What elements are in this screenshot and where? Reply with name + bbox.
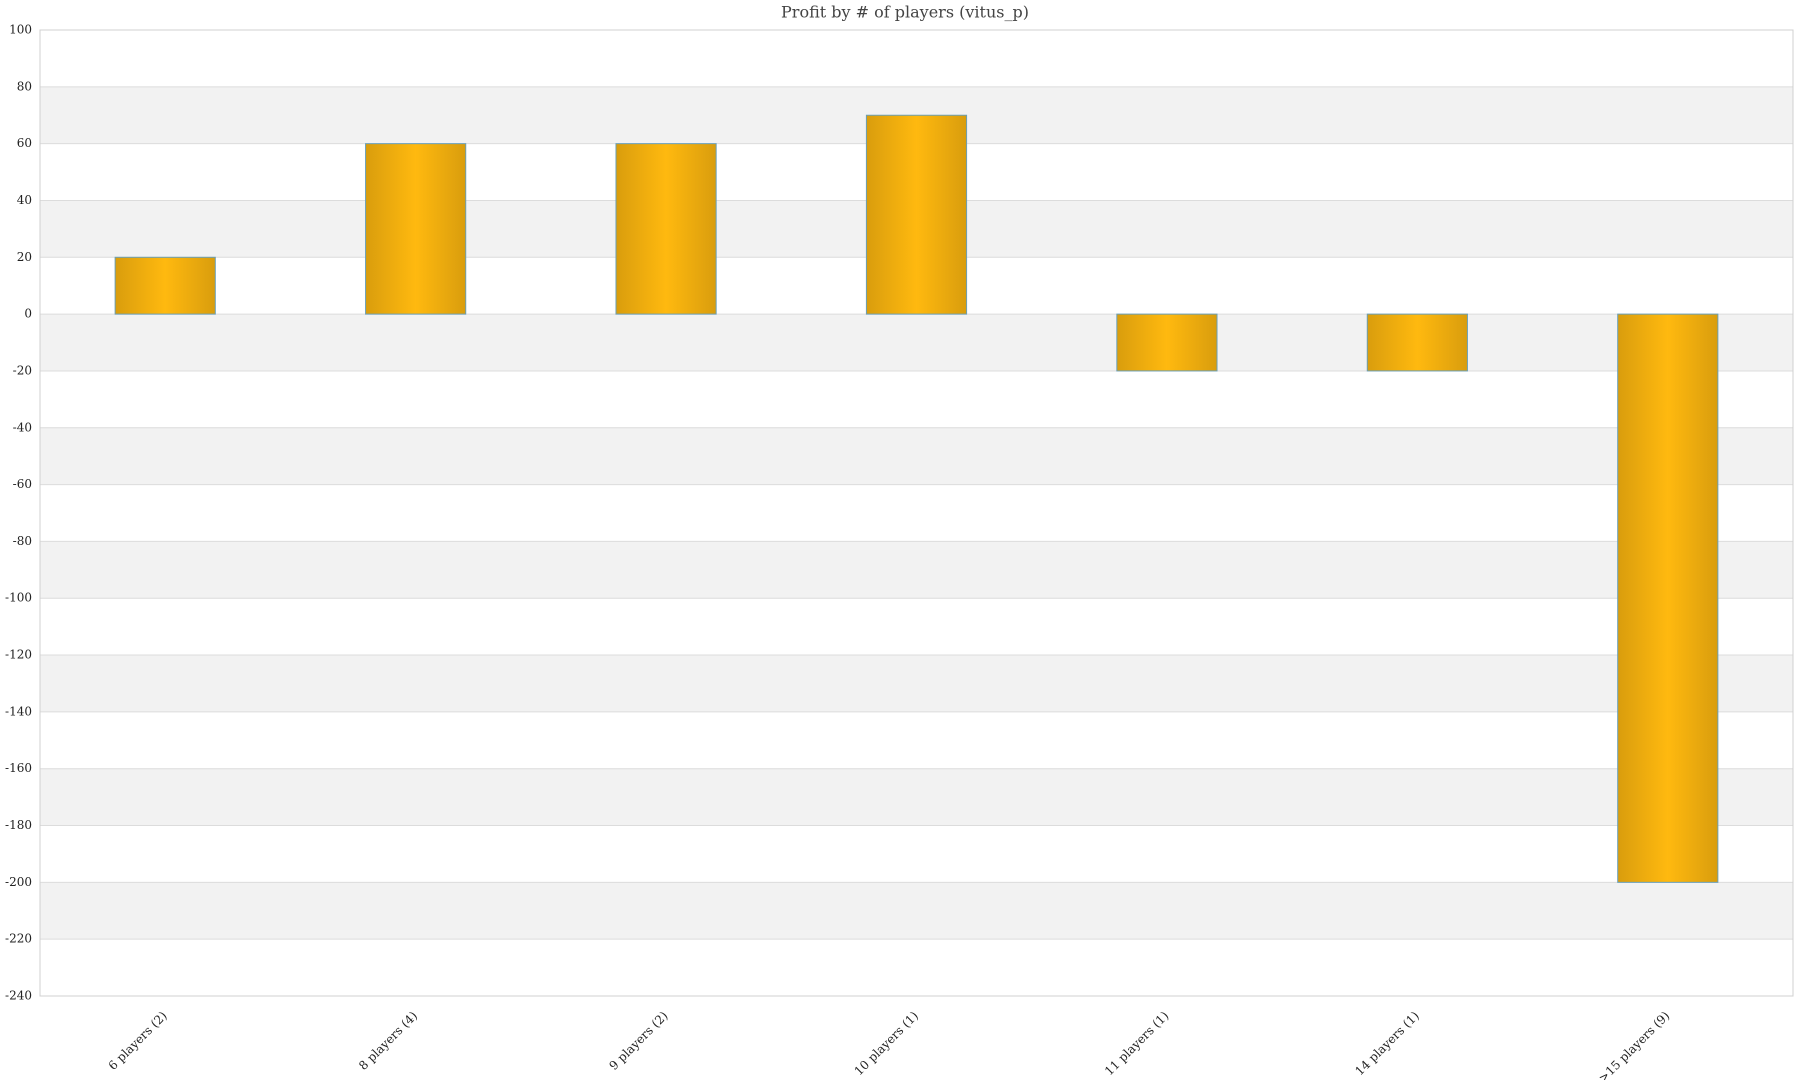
y-tick-label: -220 [5,932,32,946]
y-tick-label: -180 [5,818,32,832]
y-tick-label: 60 [17,136,32,150]
y-tick-label: -240 [5,989,32,1003]
y-tick-label: -60 [13,477,32,491]
x-tick-label: 10 players (1) [852,1009,922,1079]
grid-band [40,314,1793,371]
y-tick-label: 20 [17,250,32,264]
grid-band [40,427,1793,485]
grid-band [40,655,1793,712]
grid-band [40,768,1793,826]
y-tick-label: 80 [17,79,32,93]
y-tick-label: -40 [13,420,32,434]
grid-band [40,541,1793,599]
y-tick-label: -100 [5,591,32,605]
y-tick-label: -160 [5,761,32,775]
y-tick-label: -200 [5,875,32,889]
y-tick-label: -80 [13,534,32,548]
y-tick-label: -140 [5,704,32,718]
bar [114,256,216,315]
x-tick-label: 8 players (4) [356,1009,420,1073]
chart-title: Profit by # of players (vitus_p) [781,3,1029,22]
x-tick-label: 14 players (1) [1352,1009,1422,1079]
x-tick-label: >15 players (9) [1596,1009,1673,1080]
bar [365,143,467,315]
y-tick-label: 0 [24,307,32,321]
y-tick-label: 100 [9,23,32,37]
y-tick-label: -20 [13,363,32,377]
y-tick-label: -120 [5,648,32,662]
x-tick-label: 9 players (2) [607,1009,671,1073]
bar [1366,313,1468,372]
bar [1617,313,1719,883]
bar [1116,313,1218,372]
bar [865,114,968,315]
x-tick-label: 6 players (2) [106,1009,170,1073]
y-tick-label: 40 [17,193,32,207]
plot-border [39,29,1794,997]
bar [615,143,717,315]
x-tick-label: 11 players (1) [1102,1009,1172,1079]
grid-band [40,882,1793,940]
